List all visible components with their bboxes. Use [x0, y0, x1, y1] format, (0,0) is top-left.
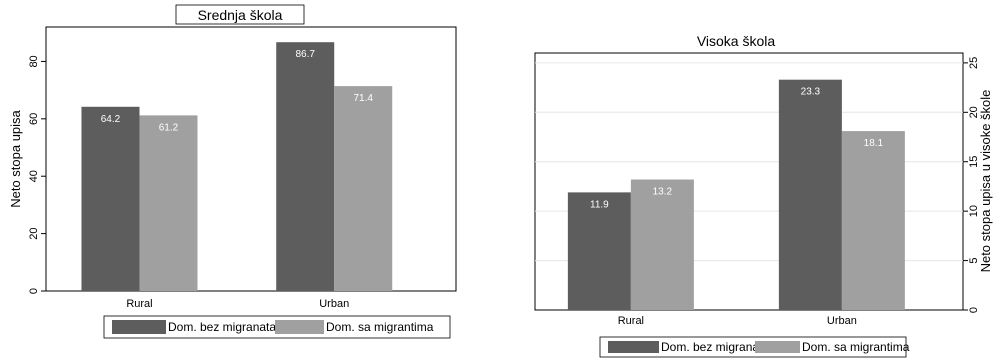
- title-box: [175, 4, 305, 25]
- data-label-rural-series-2: 61.2: [159, 122, 179, 133]
- legend-entry-2: Dom. sa migrantima: [802, 340, 910, 354]
- chart-title: Visoka škola: [697, 33, 776, 49]
- category-label-rural: Rural: [618, 315, 644, 327]
- y-axis-label: Neto stopa upisa: [8, 109, 23, 207]
- data-label-urban-series-1: 86.7: [295, 49, 315, 60]
- chart-panel-1: Srednja škola 0 20 40 60 80 Neto stopa upisa 64…: [8, 4, 457, 339]
- legend-swatch-2: [755, 341, 800, 353]
- y-tick-label-3: 15: [968, 156, 980, 168]
- y-tick-label-0: 0: [28, 288, 40, 294]
- legend-swatch-1: [112, 320, 166, 334]
- bar-rural-series-2: [630, 179, 694, 310]
- data-label-rural-series-1: 64.2: [101, 114, 121, 125]
- y-tick-label-4: 80: [28, 55, 40, 67]
- y-tick-label-1: 20: [28, 227, 40, 239]
- bar-rural-series-2: [139, 115, 198, 292]
- bar-rural-series-1: [81, 106, 140, 291]
- y-axis-label: Neto stopa upisa u visoke škole: [978, 90, 993, 273]
- category-label-rural: Rural: [126, 298, 152, 310]
- y-tick-label-0: 0: [968, 307, 980, 313]
- y-tick-label-5: 25: [968, 57, 980, 69]
- data-label-rural-series-2: 13.2: [653, 187, 673, 198]
- chart-title: Srednja škola: [198, 7, 283, 23]
- chart-panel-2: Visoka škola 0 5 10 15 20 25 Neto stopa upisa u…: [534, 33, 993, 358]
- legend-entry-1: Dom. bez migranata: [661, 340, 769, 354]
- bar-urban-series-1: [778, 79, 842, 310]
- y-tick-label-3: 60: [28, 113, 40, 125]
- legend-swatch-2: [275, 320, 324, 334]
- bar-urban-series-1: [276, 42, 335, 291]
- data-label-urban-series-2: 71.4: [353, 93, 373, 104]
- y-tick-label-1: 5: [968, 258, 980, 264]
- y-tick-label-2: 40: [28, 170, 40, 182]
- data-label-rural-series-1: 11.9: [590, 199, 609, 210]
- legend-entry-2: Dom. sa migrantima: [326, 320, 434, 334]
- bar-rural-series-1: [567, 192, 631, 310]
- y-tick-label-2: 10: [968, 205, 980, 217]
- legend-swatch-1: [608, 341, 659, 353]
- legend-box: [599, 336, 907, 358]
- data-label-urban-series-1: 23.3: [801, 87, 821, 98]
- bar-urban-series-2: [841, 131, 905, 310]
- legend-entry-1: Dom. bez migranata: [168, 320, 276, 334]
- y-tick-label-4: 20: [968, 106, 980, 118]
- category-label-urban: Urban: [319, 298, 349, 310]
- data-label-urban-series-2: 18.1: [864, 138, 884, 149]
- bar-urban-series-2: [334, 86, 393, 292]
- category-label-urban: Urban: [827, 315, 857, 327]
